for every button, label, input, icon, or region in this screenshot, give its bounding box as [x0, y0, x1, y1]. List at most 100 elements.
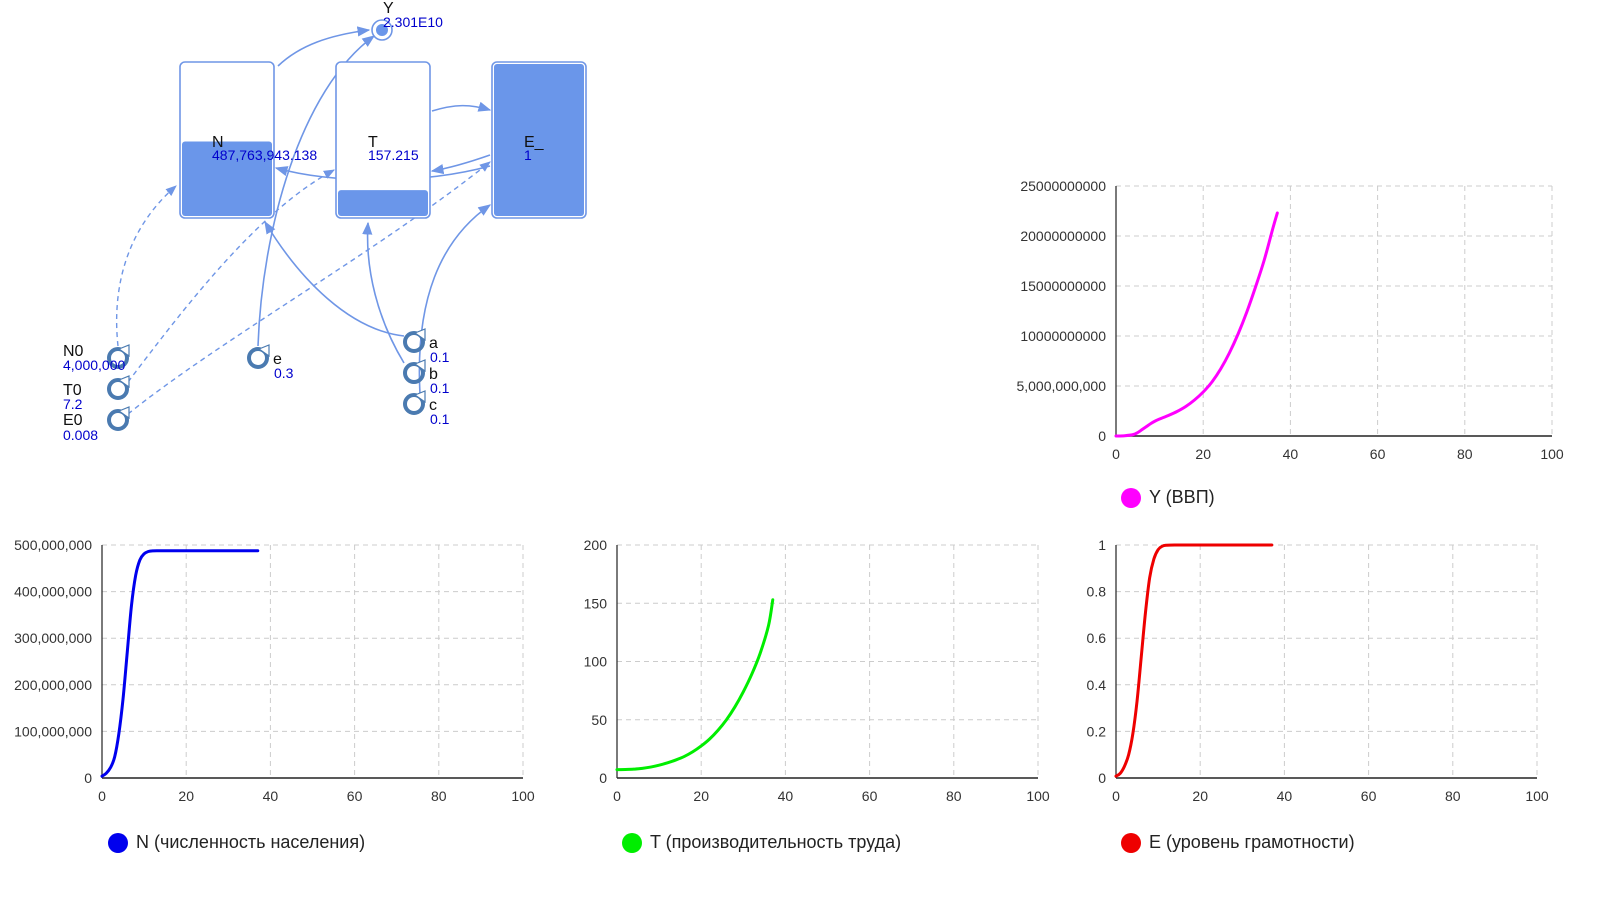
refresh-icon — [403, 359, 426, 384]
refresh-icon — [247, 344, 270, 369]
x-tick-label: 100 — [1026, 788, 1050, 804]
legend-N-label: N (численность населения) — [136, 832, 366, 852]
y-tick-label: 0 — [599, 770, 607, 786]
x-tick-label: 60 — [1361, 788, 1377, 804]
link-T-to-E — [431, 101, 492, 112]
series-line-E — [1114, 543, 1274, 778]
stock-T-frame — [335, 61, 431, 219]
param-N0[interactable]: N0 4,000,000 — [63, 343, 130, 373]
y-tick-label: 150 — [584, 595, 608, 611]
y-tick-label: 25000000000 — [1020, 178, 1106, 194]
x-tick-label: 100 — [1540, 446, 1564, 462]
param-E0[interactable]: E0 0.008 — [63, 406, 130, 443]
x-tick-label: 20 — [1195, 446, 1211, 462]
variable-Y-inner-icon — [376, 24, 388, 36]
param-e[interactable]: e 0.3 — [247, 344, 294, 381]
param-c-value: 0.1 — [430, 411, 450, 427]
y-tick-label: 50 — [591, 712, 607, 728]
link-E-to-T — [430, 154, 491, 175]
x-tick-label: 40 — [1283, 446, 1299, 462]
param-c[interactable]: c 0.1 — [403, 390, 450, 427]
y-tick-label: 0.2 — [1087, 723, 1107, 739]
x-tick-label: 80 — [946, 788, 962, 804]
param-N0-value: 4,000,000 — [63, 357, 125, 373]
param-a[interactable]: a 0.1 — [403, 328, 450, 365]
stock-E-level — [494, 64, 584, 216]
stock-E[interactable]: E_ 1 — [491, 61, 587, 219]
x-tick-label: 20 — [1192, 788, 1208, 804]
param-e-value: 0.3 — [274, 365, 294, 381]
link-N0-to-N — [115, 185, 177, 347]
x-tick-label: 80 — [1445, 788, 1461, 804]
x-tick-label: 100 — [511, 788, 535, 804]
stock-E-value: 1 — [524, 147, 532, 163]
param-a-name: a — [429, 335, 438, 352]
link-c-to-E — [418, 204, 492, 395]
legend-N[interactable]: N (численность населения) — [108, 832, 365, 853]
stock-T-level — [338, 190, 428, 216]
variable-Y[interactable]: Y 2.301E10 — [371, 0, 443, 41]
link-a-to-N — [264, 220, 405, 337]
x-tick-label: 40 — [1277, 788, 1293, 804]
param-a-value: 0.1 — [430, 349, 450, 365]
legend-E[interactable]: E (уровень грамотности) — [1121, 832, 1355, 853]
refresh-icon — [403, 390, 426, 415]
x-tick-label: 80 — [431, 788, 447, 804]
y-tick-label: 0.6 — [1087, 630, 1107, 646]
x-tick-label: 60 — [862, 788, 878, 804]
legend-N-swatch — [108, 832, 128, 853]
stock-T[interactable]: T 157.215 — [335, 61, 431, 219]
stock-N-name: N — [212, 134, 224, 151]
legend-E-swatch — [1121, 832, 1141, 853]
stock-N-value: 487,763,943.138 — [212, 147, 317, 163]
stock-E-name: E_ — [524, 134, 545, 151]
y-tick-label: 300,000,000 — [14, 630, 92, 646]
refresh-icon — [403, 328, 426, 353]
x-tick-label: 0 — [1112, 788, 1120, 804]
param-b-name: b — [429, 366, 438, 383]
y-tick-label: 0 — [1098, 428, 1106, 444]
stock-N[interactable]: N 487,763,943.138 — [179, 61, 317, 219]
legend-Y-swatch — [1121, 487, 1141, 508]
link-E0-to-E — [127, 161, 491, 415]
y-tick-label: 0.8 — [1087, 584, 1107, 600]
y-tick-label: 100,000,000 — [14, 723, 92, 739]
stock-T-value: 157.215 — [368, 147, 419, 163]
param-E0-value: 0.008 — [63, 427, 98, 443]
y-tick-label: 400,000,000 — [14, 584, 92, 600]
y-tick-label: 5,000,000,000 — [1016, 378, 1106, 394]
param-N0-name: N0 — [63, 343, 84, 360]
x-tick-label: 0 — [613, 788, 621, 804]
x-tick-label: 40 — [263, 788, 279, 804]
link-N-to-Y — [277, 26, 371, 67]
y-tick-label: 0 — [1098, 770, 1106, 786]
link-T0-to-T — [127, 169, 335, 383]
x-tick-label: 80 — [1457, 446, 1473, 462]
x-tick-label: 0 — [1112, 446, 1120, 462]
stock-T-name: T — [368, 134, 378, 151]
stock-N-level — [182, 141, 272, 216]
x-tick-label: 60 — [1370, 446, 1386, 462]
link-b-to-T — [362, 221, 405, 364]
series-line-N — [100, 549, 260, 778]
legend-T[interactable]: T (производительность труда) — [622, 832, 901, 853]
variable-Y-name: Y — [383, 0, 394, 17]
model-diagram: N 487,763,943.138 T 157.215 E_ 1 Y 2.301… — [63, 0, 587, 443]
param-T0-name: T0 — [63, 382, 82, 399]
x-tick-label: 60 — [347, 788, 363, 804]
y-tick-label: 0.4 — [1087, 677, 1107, 693]
series-line-T — [615, 598, 775, 772]
series-line-Y — [1114, 211, 1279, 438]
x-tick-label: 20 — [178, 788, 194, 804]
param-T0[interactable]: T0 7.2 — [63, 375, 130, 412]
init-links — [115, 161, 491, 415]
legend-E-label: E (уровень грамотности) — [1149, 832, 1355, 852]
refresh-icon — [107, 344, 130, 369]
y-tick-label: 100 — [584, 654, 608, 670]
legend-Y[interactable]: Y (ВВП) — [1121, 487, 1215, 508]
param-b[interactable]: b 0.1 — [403, 359, 450, 396]
y-tick-label: 1 — [1098, 537, 1106, 553]
y-tick-label: 0 — [84, 770, 92, 786]
legend-Y-label: Y (ВВП) — [1149, 487, 1215, 507]
param-T0-value: 7.2 — [63, 396, 83, 412]
